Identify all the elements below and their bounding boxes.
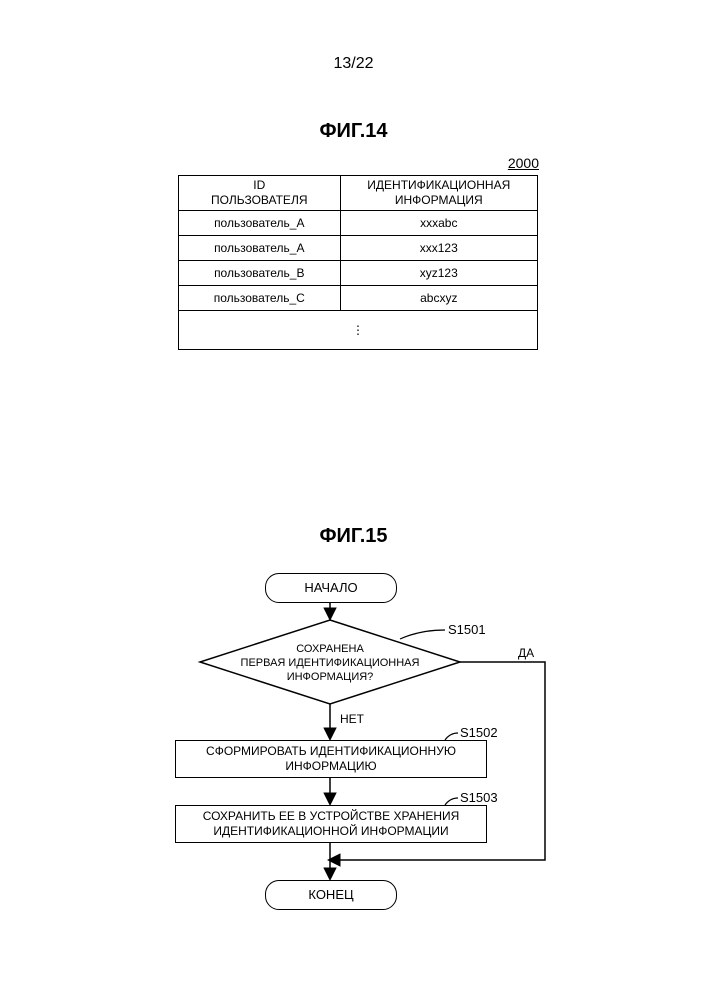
cell-identinfo: ххх123 bbox=[340, 236, 537, 261]
cell-identinfo: хххabc bbox=[340, 211, 537, 236]
table-row-ellipsis: ⋮ bbox=[179, 311, 538, 350]
svg-text:ПЕРВАЯ ИДЕНТИФИКАЦИОННАЯ: ПЕРВАЯ ИДЕНТИФИКАЦИОННАЯ bbox=[241, 657, 420, 669]
cell-userid: пользователь_А bbox=[179, 211, 341, 236]
edge-label-yes: ДА bbox=[518, 646, 534, 660]
cell-identinfo: xyz123 bbox=[340, 261, 537, 286]
fig14-label: ФИГ.14 bbox=[0, 120, 707, 143]
flowchart: СОХРАНЕНА ПЕРВАЯ ИДЕНТИФИКАЦИОННАЯ ИНФОР… bbox=[0, 560, 707, 940]
step-label-s1502: S1502 bbox=[460, 725, 498, 740]
svg-text:СОХРАНЕНА: СОХРАНЕНА bbox=[296, 643, 364, 655]
cell-userid: пользователь_В bbox=[179, 261, 341, 286]
col-header-identinfo: ИДЕНТИФИКАЦИОННАЯИНФОРМАЦИЯ bbox=[340, 176, 537, 211]
process-generate: СФОРМИРОВАТЬ ИДЕНТИФИКАЦИОННУЮИНФОРМАЦИЮ bbox=[175, 740, 487, 778]
svg-text:ИНФОРМАЦИЯ?: ИНФОРМАЦИЯ? bbox=[287, 671, 374, 683]
page-number: 13/22 bbox=[0, 55, 707, 73]
end-terminator: КОНЕЦ bbox=[265, 880, 397, 910]
process-store: СОХРАНИТЬ ЕЕ В УСТРОЙСТВЕ ХРАНЕНИЯИДЕНТИ… bbox=[175, 805, 487, 843]
identification-table: IDПОЛЬЗОВАТЕЛЯ ИДЕНТИФИКАЦИОННАЯИНФОРМАЦ… bbox=[178, 175, 538, 350]
edge-label-no: НЕТ bbox=[340, 712, 364, 726]
step-label-s1503: S1503 bbox=[460, 790, 498, 805]
start-terminator: НАЧАЛО bbox=[265, 573, 397, 603]
fig15-label: ФИГ.15 bbox=[0, 525, 707, 548]
table-row: пользователь_В xyz123 bbox=[179, 261, 538, 286]
fig14-ref: 2000 bbox=[508, 155, 539, 171]
step-label-s1501: S1501 bbox=[448, 622, 486, 637]
col-header-userid: IDПОЛЬЗОВАТЕЛЯ bbox=[179, 176, 341, 211]
table-row: пользователь_А хххabc bbox=[179, 211, 538, 236]
table-header-row: IDПОЛЬЗОВАТЕЛЯ ИДЕНТИФИКАЦИОННАЯИНФОРМАЦ… bbox=[179, 176, 538, 211]
table-row: пользователь_С abcxyz bbox=[179, 286, 538, 311]
cell-userid: пользователь_С bbox=[179, 286, 341, 311]
cell-userid: пользователь_А bbox=[179, 236, 341, 261]
cell-ellipsis: ⋮ bbox=[179, 311, 538, 350]
table-row: пользователь_А ххх123 bbox=[179, 236, 538, 261]
cell-identinfo: abcxyz bbox=[340, 286, 537, 311]
